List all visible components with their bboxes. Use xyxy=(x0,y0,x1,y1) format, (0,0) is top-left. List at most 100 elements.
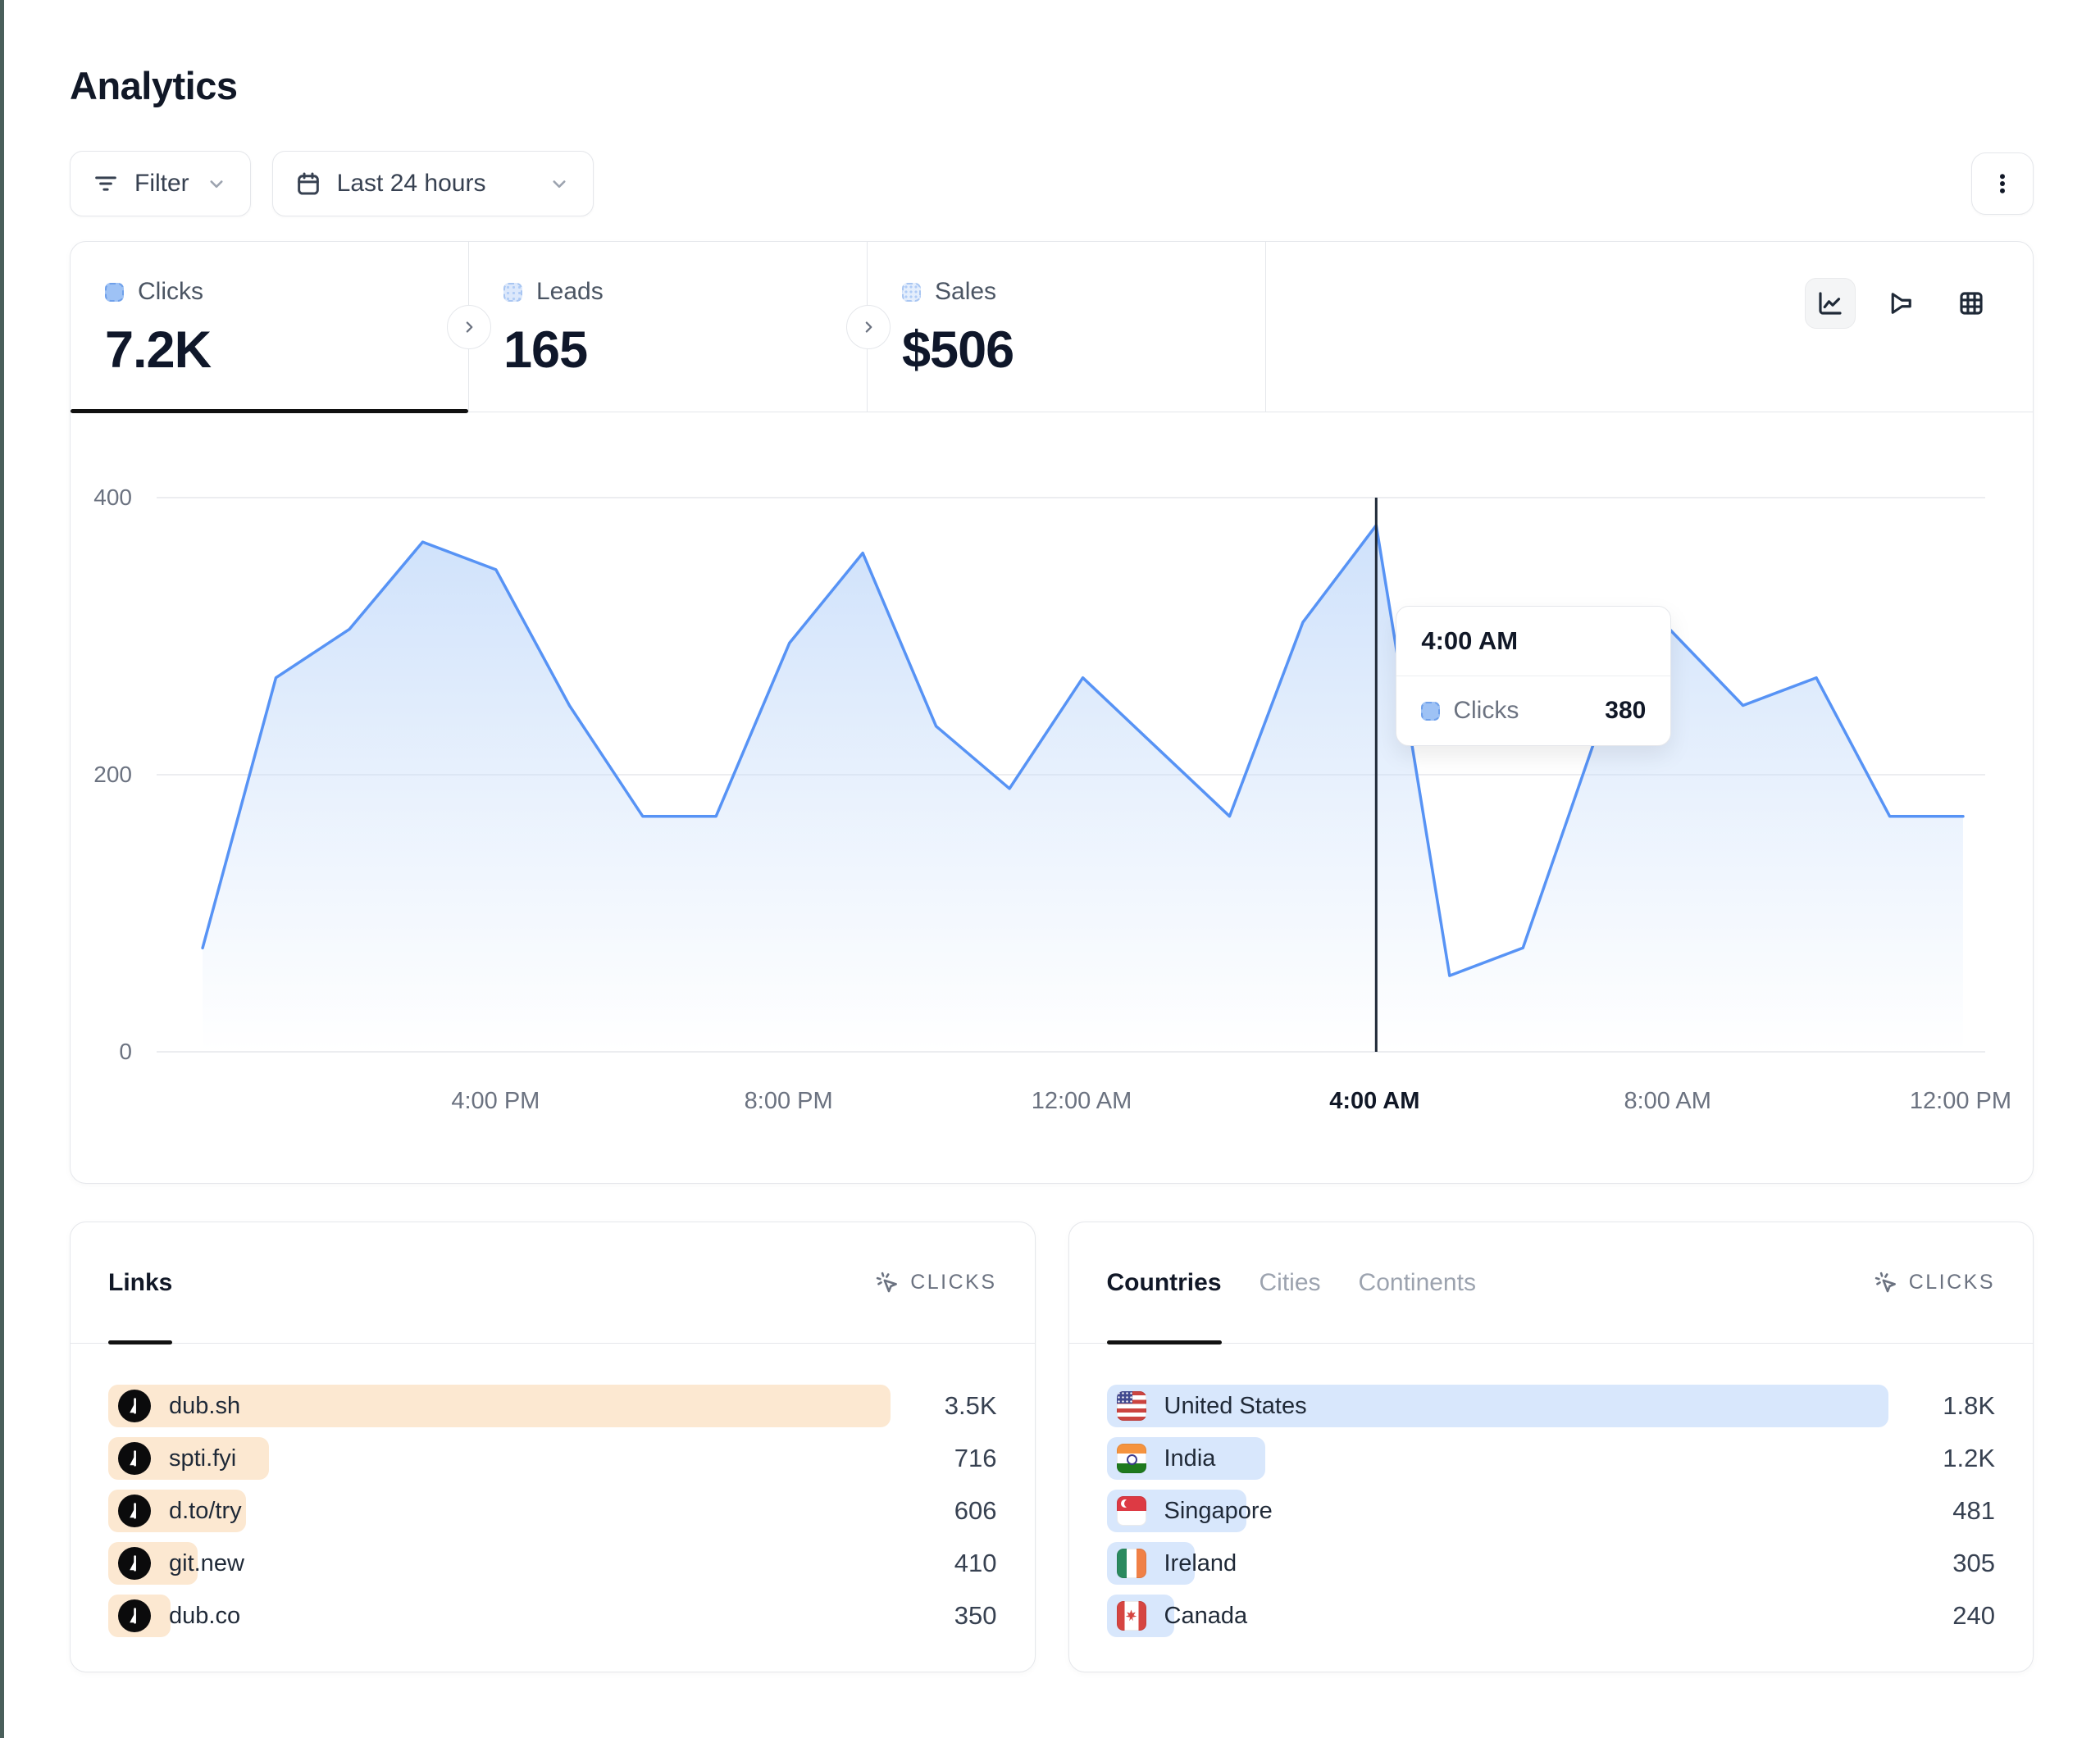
dub-favicon-icon xyxy=(118,1495,151,1527)
row-value: 1.8K xyxy=(1943,1391,1995,1420)
row-bar xyxy=(1106,1385,1888,1427)
chevron-right-icon xyxy=(458,316,480,338)
metric-selector[interactable]: CLICKS xyxy=(1874,1271,1995,1295)
toolbar: Filter Last 24 hours xyxy=(70,151,2034,216)
line-chart-icon xyxy=(1819,292,1842,315)
chart-plot-area[interactable]: 400 200 0 4:00 AM Clicks 380 xyxy=(93,485,1985,1064)
row-label: dub.co xyxy=(169,1602,241,1629)
kebab-icon xyxy=(1988,169,2017,198)
tooltip-time: 4:00 AM xyxy=(1396,607,1671,676)
row-value: 481 xyxy=(1952,1496,1995,1525)
link-rows: dub.sh 3.5K spti.fyi 716 d.to/try 606 git.new 4… xyxy=(71,1344,1035,1637)
bar-area: spti.fyi xyxy=(108,1437,891,1480)
row-content: India xyxy=(1116,1437,1216,1480)
country-row-united-states[interactable]: United States 1.8K xyxy=(1106,1385,1995,1427)
stat-label: Clicks xyxy=(138,278,203,305)
chevron-down-icon xyxy=(210,180,223,189)
stat-label: Leads xyxy=(536,278,604,305)
row-label: spti.fyi xyxy=(169,1445,237,1472)
link-row-dub-co[interactable]: dub.co 350 xyxy=(108,1595,997,1637)
expand-leads-button[interactable] xyxy=(447,304,491,349)
country-row-canada[interactable]: Canada 240 xyxy=(1106,1595,1995,1637)
filter-icon xyxy=(95,176,116,191)
cursor-click-icon xyxy=(877,1272,898,1292)
row-value: 410 xyxy=(954,1549,997,1577)
link-row-d-to-try[interactable]: d.to/try 606 xyxy=(108,1490,997,1532)
stat-tab-clicks[interactable]: Clicks 7.2K xyxy=(71,242,469,413)
link-row-dub-sh[interactable]: dub.sh 3.5K xyxy=(108,1385,997,1427)
country-row-singapore[interactable]: Singapore 481 xyxy=(1106,1490,1995,1532)
expand-sales-button[interactable] xyxy=(846,304,891,349)
dub-logo-icon xyxy=(130,1608,136,1624)
analytics-card: Clicks 7.2K Leads 165 Sales $506 400 200 0 4:00… xyxy=(70,241,2034,1184)
bar-area: United States xyxy=(1106,1385,1888,1427)
chart-tooltip: 4:00 AM Clicks 380 xyxy=(1396,606,1672,746)
funnel-icon xyxy=(1891,293,1911,314)
stat-tab-leads[interactable]: Leads 165 xyxy=(469,242,868,412)
row-label: git.new xyxy=(169,1549,244,1576)
page-title: Analytics xyxy=(70,64,238,107)
view-funnel-button[interactable] xyxy=(1875,278,1926,329)
bar-area: d.to/try xyxy=(108,1490,891,1532)
locations-panel: Countries Cities Continents CLICKS United St… xyxy=(1068,1222,2034,1672)
stat-tab-sales[interactable]: Sales $506 xyxy=(868,242,1266,412)
x-axis-tick: 8:00 PM xyxy=(744,1088,833,1114)
x-axis-tick: 4:00 PM xyxy=(451,1088,540,1114)
tab-continents[interactable]: Continents xyxy=(1359,1222,1476,1343)
dub-logo-icon xyxy=(130,1555,136,1572)
stat-value: 7.2K xyxy=(105,321,212,379)
stats-header: Clicks 7.2K Leads 165 Sales $506 xyxy=(71,242,2033,413)
row-label: dub.sh xyxy=(169,1392,241,1419)
metric-label: CLICKS xyxy=(1908,1271,1995,1294)
row-label: Ireland xyxy=(1164,1549,1237,1576)
calendar-icon xyxy=(297,172,319,195)
y-axis-tick: 0 xyxy=(119,1039,132,1064)
link-row-git-new[interactable]: git.new 410 xyxy=(108,1542,997,1585)
view-table-button[interactable] xyxy=(1946,278,1997,329)
row-content: git.new xyxy=(118,1542,244,1585)
tab-cities[interactable]: Cities xyxy=(1260,1222,1321,1343)
filter-button-label: Filter xyxy=(134,170,189,197)
window-edge xyxy=(0,0,4,1738)
stat-tab-header: Sales xyxy=(902,278,1265,306)
dub-favicon-icon xyxy=(118,1390,151,1422)
row-label: India xyxy=(1164,1445,1216,1472)
tooltip-series-label: Clicks xyxy=(1453,697,1519,724)
bar-area: India xyxy=(1106,1437,1889,1480)
row-value: 716 xyxy=(954,1444,997,1472)
ie-flag-icon xyxy=(1116,1549,1146,1578)
tab-links[interactable]: Links xyxy=(108,1222,173,1344)
chevron-right-icon xyxy=(858,316,879,338)
row-content: Ireland xyxy=(1116,1542,1237,1585)
stat-value: $506 xyxy=(902,321,1014,379)
dub-logo-icon xyxy=(130,1398,136,1414)
x-axis-tick: 12:00 PM xyxy=(1909,1088,2012,1114)
more-options-button[interactable] xyxy=(1971,152,2034,215)
tooltip-value: 380 xyxy=(1605,697,1647,724)
chevron-right-icon xyxy=(466,321,473,333)
view-line-chart-button[interactable] xyxy=(1805,278,1856,329)
y-axis-tick: 400 xyxy=(93,485,132,510)
filter-button[interactable]: Filter xyxy=(70,151,251,216)
row-content: United States xyxy=(1116,1385,1307,1427)
metric-selector[interactable]: CLICKS xyxy=(875,1271,996,1295)
bar-area: dub.sh xyxy=(108,1385,891,1427)
row-label: d.to/try xyxy=(169,1497,242,1524)
stat-label: Sales xyxy=(935,278,997,305)
bar-area: Singapore xyxy=(1106,1490,1889,1532)
row-content: Singapore xyxy=(1116,1490,1273,1532)
link-row-spti-fyi[interactable]: spti.fyi 716 xyxy=(108,1437,997,1480)
row-value: 3.5K xyxy=(944,1391,997,1420)
links-panel: Links CLICKS dub.sh 3.5K spti.fyi 716 d.to/try… xyxy=(70,1222,1036,1672)
country-row-ireland[interactable]: Ireland 305 xyxy=(1106,1542,1995,1585)
country-row-india[interactable]: India 1.2K xyxy=(1106,1437,1995,1480)
dub-logo-icon xyxy=(130,1450,136,1467)
row-label: Canada xyxy=(1164,1602,1248,1629)
chevron-right-icon xyxy=(865,321,872,333)
date-range-button[interactable]: Last 24 hours xyxy=(271,151,594,216)
tab-countries[interactable]: Countries xyxy=(1106,1222,1222,1344)
y-axis-tick: 200 xyxy=(93,762,132,787)
chevron-down-icon xyxy=(553,180,566,189)
area-chart xyxy=(157,497,1985,1053)
